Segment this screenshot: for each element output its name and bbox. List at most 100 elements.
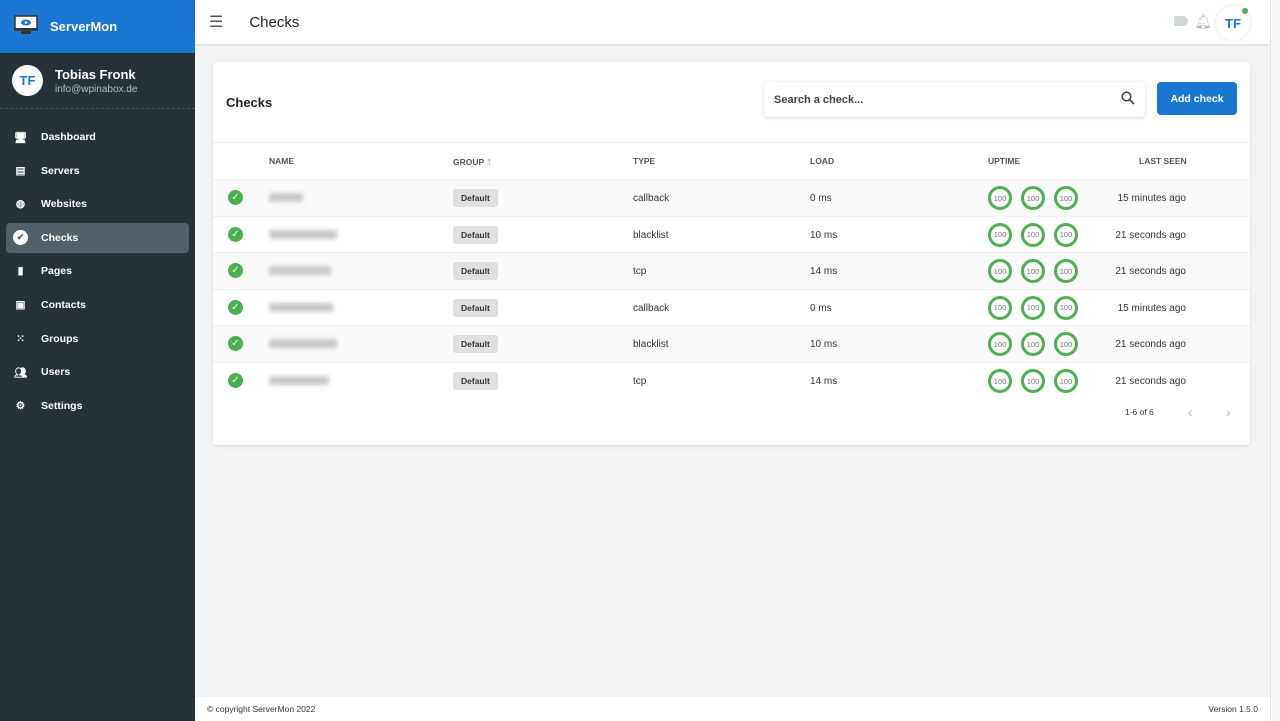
scrollbar[interactable] (1270, 0, 1280, 721)
check-circle-icon: ✔ (12, 229, 29, 246)
copyright: © copyright ServerMon 2022 (207, 704, 316, 714)
last-seen: 15 minutes ago (1117, 193, 1186, 204)
check-name-redacted[interactable] (269, 339, 337, 349)
check-load: 0 ms (810, 193, 832, 204)
monitor-icon: 🖥︎ (13, 131, 28, 144)
search-input[interactable]: Search a check... (764, 82, 1145, 117)
col-uptime[interactable]: UPTIME (988, 156, 1021, 166)
group-badge: Default (453, 335, 498, 354)
status-ok-icon: ✓ (228, 263, 243, 279)
sidebar-item-groups[interactable]: ⁙ Groups (6, 324, 189, 354)
user-avatar-button[interactable]: TF (1216, 6, 1250, 40)
sidebar-item-label: Websites (41, 198, 87, 211)
col-type[interactable]: TYPE (633, 156, 656, 166)
last-seen: 21 seconds ago (1115, 266, 1186, 278)
check-load: 10 ms (810, 229, 838, 241)
sidebar-item-label: Pages (41, 265, 72, 278)
uptime-ring: 100 (988, 369, 1012, 393)
sidebar-item-dashboard[interactable]: 🖥︎ Dashboard (6, 122, 189, 152)
col-group[interactable]: GROUP ↑ (453, 156, 492, 168)
user-name: Tobias Fronk (55, 66, 136, 82)
grid-icon: ⁙ (16, 332, 25, 345)
sidebar-item-servers[interactable]: ▤ Servers (6, 156, 189, 186)
server-icon: ▤ (15, 164, 26, 177)
table-header: NAME GROUP ↑ TYPE LOAD UPTIME LAST SEEN (213, 142, 1250, 179)
next-page-icon[interactable]: › (1226, 404, 1231, 420)
check-type: tcp (633, 266, 647, 278)
add-check-button[interactable]: Add check (1157, 82, 1237, 115)
checks-card: Checks Search a check... Add check NAME … (213, 62, 1250, 445)
sidebar-item-settings[interactable]: ⚙ Settings (6, 391, 189, 421)
app-name: ServerMon (50, 19, 118, 34)
table-row[interactable]: ✓ Default tcp 14 ms 100 100 100 21 seconds a… (213, 362, 1250, 399)
table-row[interactable]: ✓ Default blacklist 10 ms 100 100 100 21 sec… (213, 325, 1250, 362)
status-ok-icon: ✓ (228, 373, 243, 388)
check-type: callback (633, 193, 670, 204)
check-type: blacklist (633, 339, 669, 351)
status-ok-icon: ✓ (228, 226, 243, 242)
monitor-eye-icon (14, 15, 38, 38)
sidebar-item-websites[interactable]: ◍ Websites (6, 189, 189, 219)
sidebar-item-checks[interactable]: ✔ Checks (6, 222, 189, 253)
sort-arrow-up-icon: ↑ (486, 156, 492, 168)
uptime-ring: 100 (1054, 259, 1078, 284)
check-name-redacted[interactable] (269, 376, 329, 385)
user-email: info@wpinabox.de (55, 83, 138, 95)
users-icon: 👥︎ (13, 366, 28, 379)
sidebar-item-pages[interactable]: ▮ Pages (6, 256, 189, 286)
status-ok-icon: ✓ (228, 336, 243, 352)
uptime-ring: 100 (988, 222, 1012, 247)
top-bar: ☰ Checks 🔔︎ TF (195, 0, 1270, 44)
uptime-ring: 100 (1021, 186, 1045, 210)
table-row[interactable]: ✓ Default callback 0 ms 100 100 100 15 minut… (213, 288, 1250, 326)
search-icon[interactable] (1121, 91, 1135, 108)
group-badge: Default (453, 189, 498, 207)
sidebar-item-label: Dashboard (41, 131, 96, 143)
avatar: TF (12, 65, 43, 96)
uptime-ring: 100 (1054, 295, 1078, 320)
globe-icon: ◍ (15, 198, 26, 211)
table-row[interactable]: ✓ Default tcp 14 ms 100 100 100 21 seconds a… (213, 252, 1250, 289)
table-row[interactable]: ✓ Default callback 0 ms 100 100 100 15 minut… (213, 179, 1250, 216)
col-name[interactable]: NAME (269, 156, 295, 166)
search-placeholder: Search a check... (774, 93, 864, 106)
sidebar-item-label: Checks (41, 231, 79, 244)
version: Version 1.5.0 (1208, 704, 1258, 714)
footer: © copyright ServerMon 2022 Version 1.5.0 (195, 697, 1270, 721)
brand[interactable]: ServerMon (0, 0, 195, 53)
pagination-range: 1-6 of 6 (1125, 407, 1154, 417)
check-name-redacted[interactable] (269, 229, 337, 239)
contact-card-icon: ▣ (15, 298, 26, 311)
toggle-icon[interactable] (1174, 16, 1188, 26)
sidebar-item-contacts[interactable]: ▣ Contacts (6, 290, 189, 320)
sidebar-nav: 🖥︎ Dashboard ▤ Servers ◍ Websites ✔ Checks ▮ Page… (0, 109, 195, 421)
sidebar-item-label: Groups (41, 332, 79, 345)
uptime-ring: 100 (988, 259, 1012, 284)
sidebar-item-label: Settings (41, 399, 83, 412)
uptime-ring: 100 (1054, 222, 1078, 247)
col-load[interactable]: LOAD (810, 156, 835, 166)
check-name-redacted[interactable] (269, 266, 331, 276)
gear-icon: ⚙ (15, 399, 26, 412)
hamburger-menu-icon[interactable]: ☰ (209, 14, 224, 31)
bell-icon[interactable]: 🔔︎ (1194, 13, 1212, 29)
uptime-ring: 100 (1021, 295, 1045, 320)
check-name-redacted[interactable] (269, 302, 333, 312)
check-type: tcp (633, 376, 647, 387)
sidebar-item-label: Servers (41, 164, 80, 177)
sidebar-item-users[interactable]: 👥︎ Users (6, 357, 189, 387)
check-name-redacted[interactable] (269, 193, 303, 202)
group-badge: Default (453, 262, 498, 281)
check-load: 14 ms (810, 376, 838, 387)
prev-page-icon[interactable]: ‹ (1188, 404, 1193, 420)
sidebar: ServerMon TF Tobias Fronk info@wpinabox.… (0, 0, 195, 721)
uptime-ring: 100 (988, 186, 1012, 210)
check-load: 0 ms (810, 302, 832, 314)
check-load: 10 ms (810, 339, 838, 351)
col-group-label: GROUP (453, 157, 485, 167)
group-badge: Default (453, 298, 498, 317)
uptime-ring: 100 (1054, 369, 1078, 393)
table-row[interactable]: ✓ Default blacklist 10 ms 100 100 100 21 sec… (213, 215, 1250, 253)
col-last-seen[interactable]: LAST SEEN (1139, 156, 1187, 166)
uptime-ring: 100 (1021, 222, 1045, 247)
